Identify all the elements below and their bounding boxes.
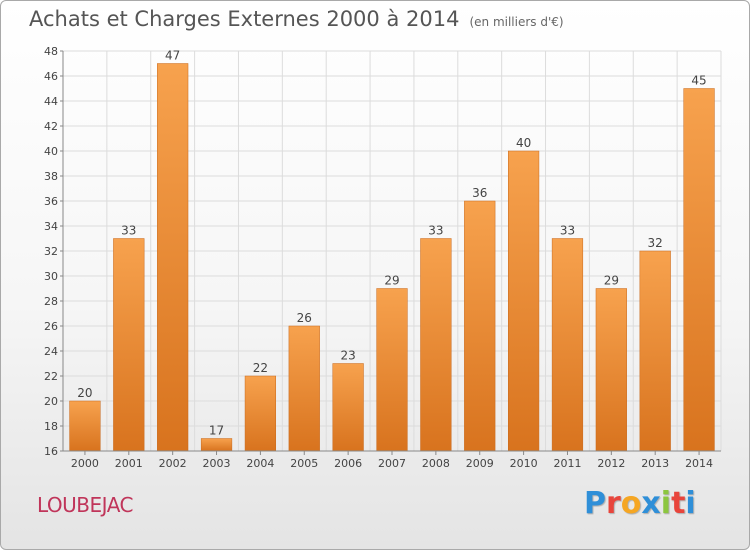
data-label-2008: 33 [428,224,443,238]
bar-2013 [639,250,671,452]
bar-2012 [595,288,627,452]
y-tick-label: 48 [44,45,58,58]
y-tick-label: 20 [44,395,58,408]
logo-letter: r [606,486,621,521]
data-label-2000: 20 [77,386,92,400]
y-tick-label: 36 [44,195,58,208]
x-tick-label: 2010 [510,457,538,470]
chart-title-text: Achats et Charges Externes 2000 à 2014 [29,7,460,31]
y-tick-label: 26 [44,320,58,333]
x-tick-label: 2006 [334,457,362,470]
commune-name: LOUBEJAC [37,493,134,517]
data-label-2014: 45 [691,74,706,88]
x-tick-label: 2008 [422,457,450,470]
axes: 16 18 20 22 24 26 28 30 32 34 36 38 40 42 44 46 48 2000 20… [44,45,721,470]
y-tick-label: 28 [44,295,58,308]
logo-letter: t [671,486,686,521]
bar-2003 [200,438,233,452]
data-label-2003: 17 [209,424,224,438]
bar-2011 [551,238,584,452]
y-tick-label: 34 [44,220,58,233]
bar-2002 [157,63,189,452]
data-label-2010: 40 [516,136,531,150]
y-tick-label: 44 [44,95,58,108]
x-tick-label: 2013 [641,457,669,470]
x-tick-label: 2009 [466,457,494,470]
x-tick-label: 2012 [597,457,625,470]
x-tick-label: 2000 [71,457,99,470]
bar-2001 [113,238,145,452]
y-tick-label: 40 [44,145,58,158]
data-label-2012: 29 [604,274,619,288]
logo-letter: o [620,486,642,521]
y-tick-label: 30 [44,270,58,283]
bar-2008 [420,238,452,452]
data-label-2006: 23 [340,349,355,363]
y-tick-label: 42 [44,120,58,133]
bar-2006 [332,363,364,452]
x-tick-label: 2001 [115,457,143,470]
bar-2000 [69,400,101,452]
x-tick-label: 2003 [203,457,231,470]
chart-subtitle: (en milliers d'€) [469,15,564,29]
logo-letter: i [660,486,672,521]
data-label-2002: 47 [165,49,180,63]
data-label-2011: 33 [560,224,575,238]
chart-title: Achats et Charges Externes 2000 à 2014 (e… [29,7,564,31]
logo-letter: P [584,486,606,521]
y-tick-label: 18 [44,420,58,433]
bar-2009 [464,200,496,452]
data-label-2007: 29 [384,274,399,288]
data-label-2001: 33 [121,224,136,238]
data-labels: 20 33 47 17 22 26 23 29 33 36 40 33 29 32 45 [77,49,706,438]
y-tick-label: 38 [44,170,58,183]
data-label-2005: 26 [297,311,312,325]
logo-letter: x [641,486,661,521]
bar-2014 [683,88,715,452]
data-label-2013: 32 [648,236,663,250]
x-tick-label: 2005 [290,457,318,470]
x-tick-label: 2011 [553,457,581,470]
x-tick-label: 2014 [685,457,713,470]
bar-2004 [244,375,277,452]
y-tick-label: 32 [44,245,58,258]
bar-2007 [376,288,408,452]
y-tick-label: 22 [44,370,58,383]
y-tick-label: 16 [44,445,58,458]
bar-2010 [507,150,540,452]
x-tick-label: 2004 [246,457,274,470]
proxiti-logo: Proxiti [584,486,696,521]
x-tick-label: 2007 [378,457,406,470]
bars [69,63,715,452]
x-tick-label: 2002 [159,457,187,470]
logo-letter: i [685,486,696,521]
bar-2005 [288,325,320,452]
y-tick-label: 46 [44,70,58,83]
y-tick-label: 24 [44,345,58,358]
data-label-2009: 36 [472,186,487,200]
data-label-2004: 22 [253,361,268,375]
